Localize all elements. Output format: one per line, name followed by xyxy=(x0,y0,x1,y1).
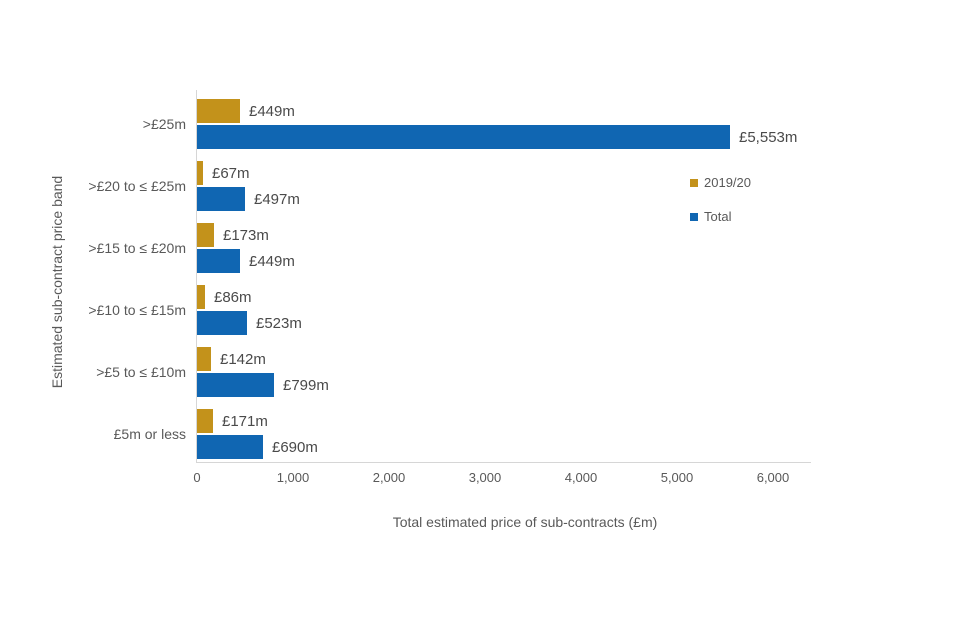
bar-value-label-total: £523m xyxy=(256,314,302,332)
bar-value-label-total: £5,553m xyxy=(739,128,798,146)
bar-2019-20 xyxy=(197,161,203,185)
bar-2019-20 xyxy=(197,409,213,433)
x-axis-tick-label: 1,000 xyxy=(276,470,310,485)
bar-total xyxy=(197,373,274,397)
bar-total xyxy=(197,435,263,459)
legend-swatch-icon xyxy=(690,178,698,187)
bar-2019-20 xyxy=(197,285,205,309)
bar-value-label-2019-20: £173m xyxy=(223,226,269,244)
y-axis-category-label: >£5 to ≤ £10m xyxy=(96,364,186,380)
x-axis-tick-label: 2,000 xyxy=(372,470,406,485)
x-axis-title: Total estimated price of sub-contracts (… xyxy=(392,514,658,530)
bar-total xyxy=(197,311,247,335)
bar-total xyxy=(197,187,245,211)
y-axis-category-label: >£20 to ≤ £25m xyxy=(88,178,186,194)
bar-group: £86m £523m xyxy=(197,276,811,338)
bar-total xyxy=(197,249,240,273)
x-axis-tick-label: 0 xyxy=(193,470,201,485)
legend-label: 2019/20 xyxy=(704,175,751,190)
bar-value-label-2019-20: £171m xyxy=(222,412,268,430)
legend: 2019/20 Total xyxy=(690,175,751,243)
y-axis-category-label: >£25m xyxy=(142,116,186,132)
bar-value-label-2019-20: £86m xyxy=(214,288,252,306)
legend-item: Total xyxy=(690,209,751,224)
bar-value-label-total: £449m xyxy=(249,252,295,270)
y-axis-title: Estimated sub-contract price band xyxy=(49,175,65,389)
bar-group: £173m £449m xyxy=(197,214,811,276)
bar-value-label-total: £690m xyxy=(272,438,318,456)
bar-2019-20 xyxy=(197,347,211,371)
legend-label: Total xyxy=(704,209,732,224)
x-axis-tick-label: 3,000 xyxy=(468,470,502,485)
bar-group: £449m £5,553m xyxy=(197,90,811,152)
bar-group: £142m £799m xyxy=(197,338,811,400)
bar-value-label-total: £799m xyxy=(283,376,329,394)
legend-swatch-icon xyxy=(690,212,698,221)
bar-value-label-2019-20: £67m xyxy=(212,164,250,182)
bar-2019-20 xyxy=(197,99,240,123)
bar-2019-20 xyxy=(197,223,214,247)
y-axis-category-label: >£10 to ≤ £15m xyxy=(88,302,186,318)
y-axis-category-label: £5m or less xyxy=(113,426,186,442)
x-axis-tick-label: 5,000 xyxy=(660,470,694,485)
bar-value-label-2019-20: £449m xyxy=(249,102,295,120)
legend-item: 2019/20 xyxy=(690,175,751,190)
x-axis-tick-label: 4,000 xyxy=(564,470,598,485)
bar-group: £171m £690m xyxy=(197,400,811,462)
y-axis-category-label: >£15 to ≤ £20m xyxy=(88,240,186,256)
bar-group: £67m £497m xyxy=(197,152,811,214)
bar-total xyxy=(197,125,730,149)
x-axis-tick-label: 6,000 xyxy=(756,470,790,485)
plot-area: £449m £5,553m £67m £497m £173m £449m £86m £523m… xyxy=(196,90,811,463)
bar-value-label-2019-20: £142m xyxy=(220,350,266,368)
bar-value-label-total: £497m xyxy=(254,190,300,208)
